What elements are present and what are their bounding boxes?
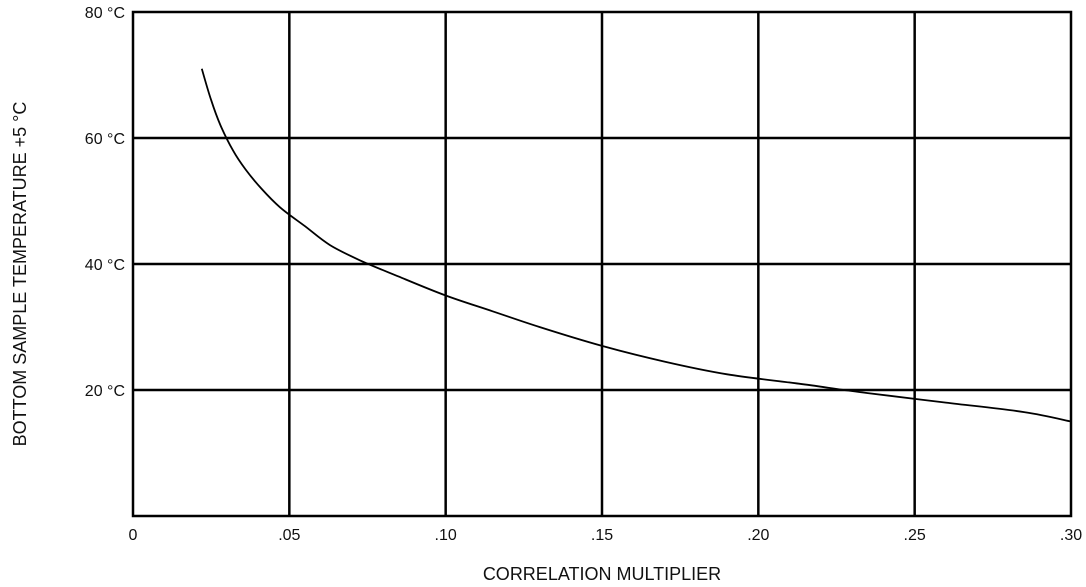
y-tick-label: 40 °C [85,257,125,274]
plot-frame [131,10,1073,518]
x-tick-label: .20 [747,527,769,544]
y-tick-labels: 80 °C 60 °C 40 °C 20 °C [85,5,125,400]
grid-lines [133,12,1071,516]
x-tick-label: 0 [129,527,138,544]
x-axis-label: CORRELATION MULTIPLIER [483,564,721,584]
x-tick-label: .05 [278,527,300,544]
x-tick-label: .15 [591,527,613,544]
x-tick-label: .10 [435,527,457,544]
x-tick-labels: 0 .05 .10 .15 .20 .25 .30 [129,527,1083,544]
series-line [200,68,1072,423]
y-axis-label: BOTTOM SAMPLE TEMPERATURE +5 °C [10,102,30,447]
x-tick-label: .30 [1060,527,1082,544]
y-tick-label: 60 °C [85,131,125,148]
x-tick-label: .25 [904,527,926,544]
y-tick-label: 80 °C [85,5,125,22]
y-tick-label: 20 °C [85,383,125,400]
